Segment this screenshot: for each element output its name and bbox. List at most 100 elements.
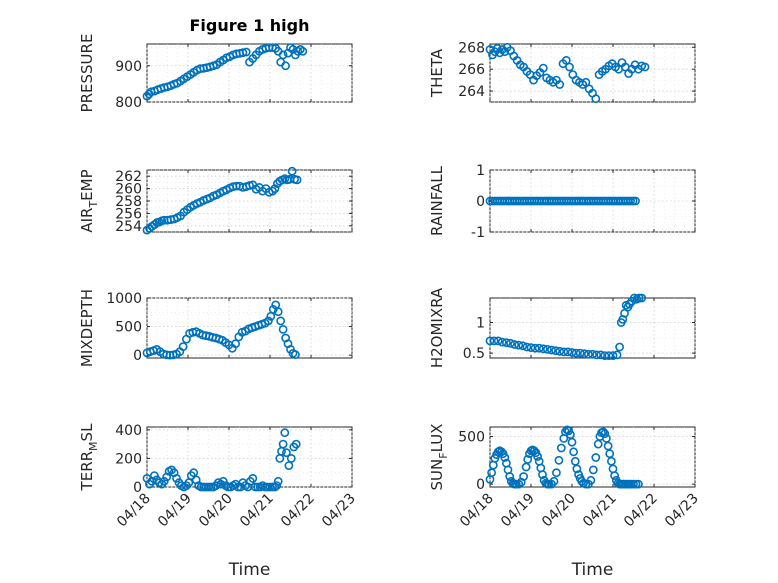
data-point bbox=[538, 470, 547, 479]
data-point bbox=[281, 61, 290, 71]
data-point bbox=[575, 348, 585, 358]
data-point bbox=[600, 429, 610, 439]
y-axis-label: MIXDEPTH bbox=[78, 289, 96, 367]
data-point bbox=[556, 443, 566, 453]
y-tick-label: 1 bbox=[476, 315, 485, 331]
figure-title: Figure 1 high bbox=[190, 16, 310, 35]
subplot-6: 0.5 1 H2OMIXRA bbox=[428, 287, 696, 368]
data-point bbox=[510, 340, 519, 349]
data-point bbox=[280, 428, 290, 438]
data-point bbox=[291, 439, 301, 449]
x-tick-label: 04/18 bbox=[457, 491, 497, 531]
y-tick-label: 500 bbox=[115, 320, 142, 336]
data-point bbox=[552, 468, 561, 478]
data-point bbox=[612, 350, 622, 360]
data-point bbox=[530, 343, 540, 353]
y-axis-label: RAINFALL bbox=[428, 165, 446, 236]
data-point bbox=[286, 453, 296, 463]
data-point bbox=[567, 437, 577, 447]
y-tick-label: -1 bbox=[471, 225, 485, 241]
data-point bbox=[591, 94, 601, 104]
data-point bbox=[218, 476, 228, 486]
data-point bbox=[245, 181, 254, 190]
data-point bbox=[268, 304, 278, 314]
data-point bbox=[287, 166, 297, 176]
data-point bbox=[533, 452, 542, 461]
x-tick-label: 04/23 bbox=[319, 491, 359, 531]
x-tick-label: 04/21 bbox=[237, 491, 277, 531]
data-point bbox=[603, 441, 613, 451]
data-point bbox=[547, 345, 556, 355]
y-tick-label: 0 bbox=[133, 480, 142, 496]
data-point bbox=[523, 454, 533, 464]
data-point bbox=[518, 341, 528, 351]
y-tick-label: 264 bbox=[458, 84, 485, 100]
data-point bbox=[178, 342, 188, 351]
data-point bbox=[278, 439, 288, 449]
y-tick-label: 200 bbox=[115, 451, 142, 467]
data-point bbox=[270, 184, 280, 193]
data-point bbox=[571, 348, 581, 358]
data-point bbox=[500, 453, 510, 462]
data-point bbox=[555, 346, 565, 356]
data-point bbox=[522, 342, 532, 352]
data-point bbox=[485, 336, 495, 346]
x-tick-label: 04/22 bbox=[621, 491, 661, 531]
data-point bbox=[290, 350, 300, 359]
data-point bbox=[292, 175, 302, 185]
y-tick-label: 500 bbox=[458, 430, 485, 446]
y-tick-label: 266 bbox=[458, 62, 485, 78]
x-tick-label: 04/20 bbox=[539, 491, 579, 531]
y-axis-label: PRESSURE bbox=[78, 34, 96, 113]
y-tick-label: 0 bbox=[133, 348, 142, 364]
data-point bbox=[293, 46, 303, 56]
x-tick-label: 04/18 bbox=[114, 491, 154, 531]
data-point bbox=[241, 47, 251, 57]
y-axis-label: THETA bbox=[428, 48, 446, 98]
data-point bbox=[281, 448, 291, 458]
subplot-1: 800 900 PRESSURE bbox=[78, 34, 353, 113]
data-point bbox=[149, 471, 159, 480]
x-axis-label: Time bbox=[571, 560, 614, 580]
y-axis-label: H2OMIXRA bbox=[428, 287, 446, 368]
y-tick-label: 400 bbox=[115, 423, 142, 439]
data-point bbox=[555, 80, 565, 89]
data-point bbox=[273, 307, 283, 317]
data-point bbox=[278, 324, 288, 334]
y-axis-label: AIRTEMP bbox=[78, 169, 100, 232]
data-point bbox=[563, 347, 573, 357]
data-point bbox=[538, 344, 548, 354]
y-axis-label: TERRMSL bbox=[78, 423, 100, 492]
data-point bbox=[569, 447, 578, 457]
data-point bbox=[506, 338, 515, 348]
data-point bbox=[634, 479, 643, 489]
subplot-5: 0 500 1000 MIXDEPTH bbox=[78, 289, 353, 367]
data-point bbox=[492, 44, 502, 53]
data-point bbox=[579, 349, 589, 359]
x-tick-label: 04/19 bbox=[155, 491, 195, 531]
data-point bbox=[588, 349, 597, 359]
data-point bbox=[610, 471, 619, 480]
data-point bbox=[572, 464, 582, 474]
data-point bbox=[534, 343, 544, 353]
y-tick-label: 0 bbox=[476, 194, 485, 210]
data-point bbox=[526, 343, 536, 352]
y-tick-label: 268 bbox=[458, 40, 485, 56]
subplot-7: 0 200 400 TERRMSL 04/18 04/19 04/20 04/21 04/22 0… bbox=[78, 423, 359, 580]
data-point bbox=[608, 351, 618, 360]
y-tick-label: 260 bbox=[115, 182, 142, 198]
subplot-2: 264 266 268 THETA bbox=[428, 40, 696, 104]
x-axis-label: Time bbox=[228, 560, 271, 580]
y-tick-label: 1 bbox=[476, 163, 485, 179]
y-tick-label: 258 bbox=[115, 194, 142, 210]
data-point bbox=[278, 50, 288, 60]
data-point bbox=[149, 220, 159, 229]
data-point bbox=[551, 346, 560, 356]
data-point bbox=[519, 472, 528, 481]
data-point bbox=[581, 77, 591, 87]
data-point bbox=[172, 473, 181, 483]
y-tick-label: 256 bbox=[115, 206, 142, 222]
data-point bbox=[497, 337, 507, 347]
data-point bbox=[584, 349, 593, 359]
